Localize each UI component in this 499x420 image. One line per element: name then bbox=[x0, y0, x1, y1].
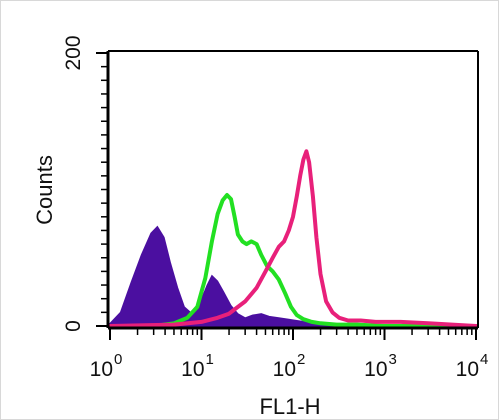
y-tick-label-1: 200 bbox=[62, 35, 85, 70]
x-tick-label-2: 102 bbox=[273, 351, 306, 381]
plot-area bbox=[106, 50, 479, 330]
series-0-filled-histogram bbox=[109, 225, 477, 327]
x-tick-label-4: 104 bbox=[456, 351, 489, 381]
x-tick-label-3: 103 bbox=[364, 351, 397, 381]
series-1-histogram-line bbox=[108, 193, 478, 328]
x-axis-ticks: 100 101 102 103 104 bbox=[90, 328, 489, 381]
series-2-histogram-line bbox=[108, 149, 478, 328]
x-tick-label-0: 100 bbox=[90, 351, 123, 381]
y-axis-ticks: 0 200 bbox=[62, 35, 108, 332]
series-layer bbox=[108, 149, 478, 328]
y-axis-title: Counts bbox=[32, 155, 57, 225]
x-tick-label-1: 101 bbox=[181, 351, 214, 381]
y-tick-label-0: 0 bbox=[62, 320, 85, 332]
x-axis-title: FL1-H bbox=[259, 394, 320, 419]
